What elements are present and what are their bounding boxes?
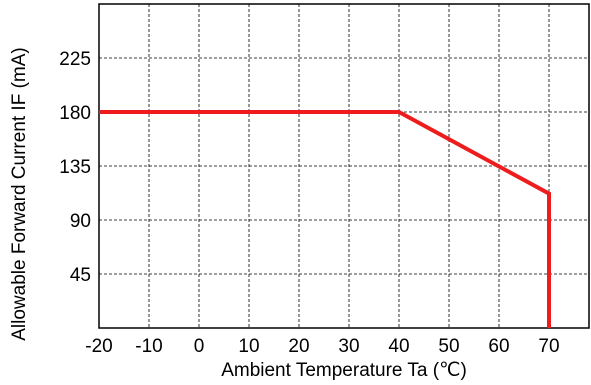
y-tick-label: 225 (59, 49, 91, 70)
x-axis-ticks: -20 -10 0 10 20 30 40 50 60 70 (85, 336, 559, 357)
y-tick-label: 90 (70, 211, 91, 232)
x-tick-label: 70 (538, 336, 559, 357)
y-tick-label: 45 (70, 265, 91, 286)
x-tick-label: 10 (238, 336, 259, 357)
x-tick-label: 40 (388, 336, 409, 357)
x-tick-label: 30 (338, 336, 359, 357)
y-axis-ticks: 45 90 135 180 225 (59, 49, 91, 286)
x-tick-label: -10 (135, 336, 162, 357)
y-tick-label: 180 (59, 103, 91, 124)
series-group (99, 110, 551, 328)
y-tick-label: 135 (59, 157, 91, 178)
x-tick-label: -20 (85, 336, 112, 357)
x-tick-label: 20 (288, 336, 309, 357)
grid-lines (99, 4, 589, 328)
y-axis-label: Allowable Forward Current IF (mA) (9, 47, 30, 341)
x-tick-label: 60 (488, 336, 509, 357)
x-axis-label: Ambient Temperature Ta (℃) (221, 360, 467, 381)
series-line (99, 110, 551, 328)
x-tick-label: 0 (194, 336, 205, 357)
x-tick-label: 50 (438, 336, 459, 357)
plot-frame (98, 3, 590, 329)
